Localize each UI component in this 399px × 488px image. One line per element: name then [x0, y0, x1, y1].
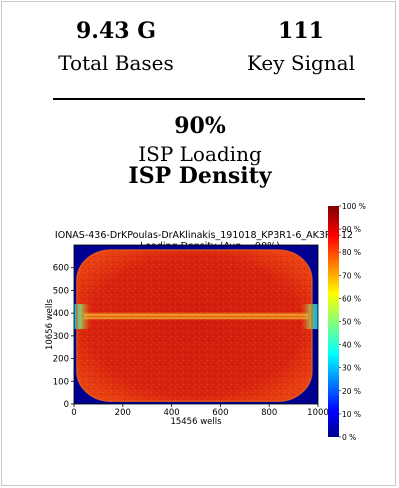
colorbar — [328, 206, 339, 437]
x-tick-label: 400 — [163, 408, 179, 418]
y-tick-label: 300 — [53, 332, 69, 342]
y-tick-label: 200 — [53, 355, 69, 365]
heatmap-chip-edge — [76, 249, 313, 403]
heatmap-right-edge-artifact — [300, 304, 318, 330]
colorbar-tick-label: 20 % — [342, 387, 361, 396]
x-tick-label: 600 — [212, 408, 228, 418]
x-tick-label: 200 — [115, 408, 131, 418]
colorbar-tick-label: 90 % — [342, 225, 361, 234]
key-signal-label: Key Signal — [247, 51, 355, 75]
heatmap-axes-frame — [73, 244, 319, 405]
key-signal-value: 111 — [278, 18, 324, 44]
heatmap-title: IONAS-436-DrKPoulas-DrAKlinakis_191018_K… — [55, 230, 353, 241]
y-tick-label: 0 — [64, 400, 69, 410]
colorbar-tick-label: 80 % — [342, 248, 361, 257]
heatmap-density-texture — [76, 249, 312, 402]
y-tick-label: 400 — [53, 309, 69, 319]
x-tick-label: 800 — [261, 408, 277, 418]
plot-layer: IONAS-436-DrKPoulas-DrAKlinakis_191018_K… — [45, 202, 366, 442]
x-axis-label: 15456 wells — [170, 417, 222, 427]
colorbar-tick-label: 70 % — [342, 271, 361, 280]
isp-loading-stat: 90% ISP Loading — [100, 113, 300, 167]
isp-density-title: ISP Density — [128, 163, 272, 189]
colorbar-tick-label: 60 % — [342, 294, 361, 303]
colorbar-tick-label: 10 % — [342, 410, 361, 419]
y-tick-label: 500 — [53, 286, 69, 296]
total-bases-label: Total Bases — [58, 51, 174, 75]
colorbar-tick-label: 0 % — [342, 433, 356, 442]
y-tick-label: 600 — [53, 264, 69, 274]
isp-loading-label: ISP Loading — [138, 142, 262, 166]
divider-line — [53, 98, 365, 100]
y-axis-label: 10656 wells — [45, 298, 55, 350]
heatmap-seam — [83, 312, 309, 320]
heatmap-left-edge-artifact — [74, 304, 92, 330]
y-tick-label: 100 — [53, 377, 69, 387]
colorbar-tick-label: 100 % — [342, 202, 366, 211]
colorbar-tick-label: 50 % — [342, 318, 361, 327]
x-tick-label: 1000 — [307, 408, 329, 418]
total-bases-stat: 9.43 G Total Bases — [55, 18, 177, 76]
colorbar-tick-label: 30 % — [342, 364, 361, 373]
isp-loading-value: 90% — [174, 113, 226, 139]
x-tick-label: 0 — [71, 408, 76, 418]
total-bases-value: 9.43 G — [75, 18, 157, 44]
key-signal-stat: 111 Key Signal — [240, 18, 362, 76]
colorbar-tick-label: 40 % — [342, 341, 361, 350]
